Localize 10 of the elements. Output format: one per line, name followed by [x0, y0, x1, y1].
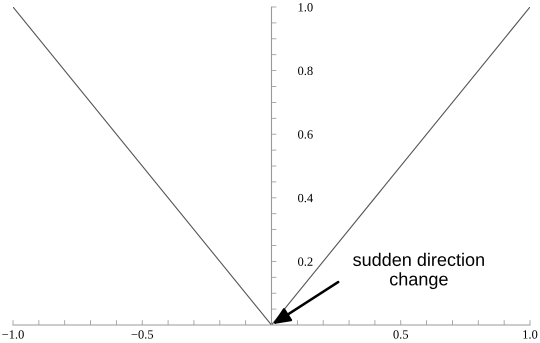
- y-tick-label: 0.2: [298, 257, 312, 266]
- y-tick-label: 0.8: [298, 66, 313, 76]
- x-tick-label: −1.0: [2, 330, 24, 339]
- y-tick-label: 0.6: [298, 130, 313, 139]
- x-tick-label: −0.5: [132, 330, 154, 339]
- annotation: sudden direction change: [353, 252, 484, 290]
- y-tick-label: 1.0: [298, 3, 313, 12]
- x-tick-label: 1.0: [523, 330, 538, 339]
- y-tick-label: 0.4: [298, 194, 313, 202]
- x-tick-label: 0.5: [393, 330, 408, 339]
